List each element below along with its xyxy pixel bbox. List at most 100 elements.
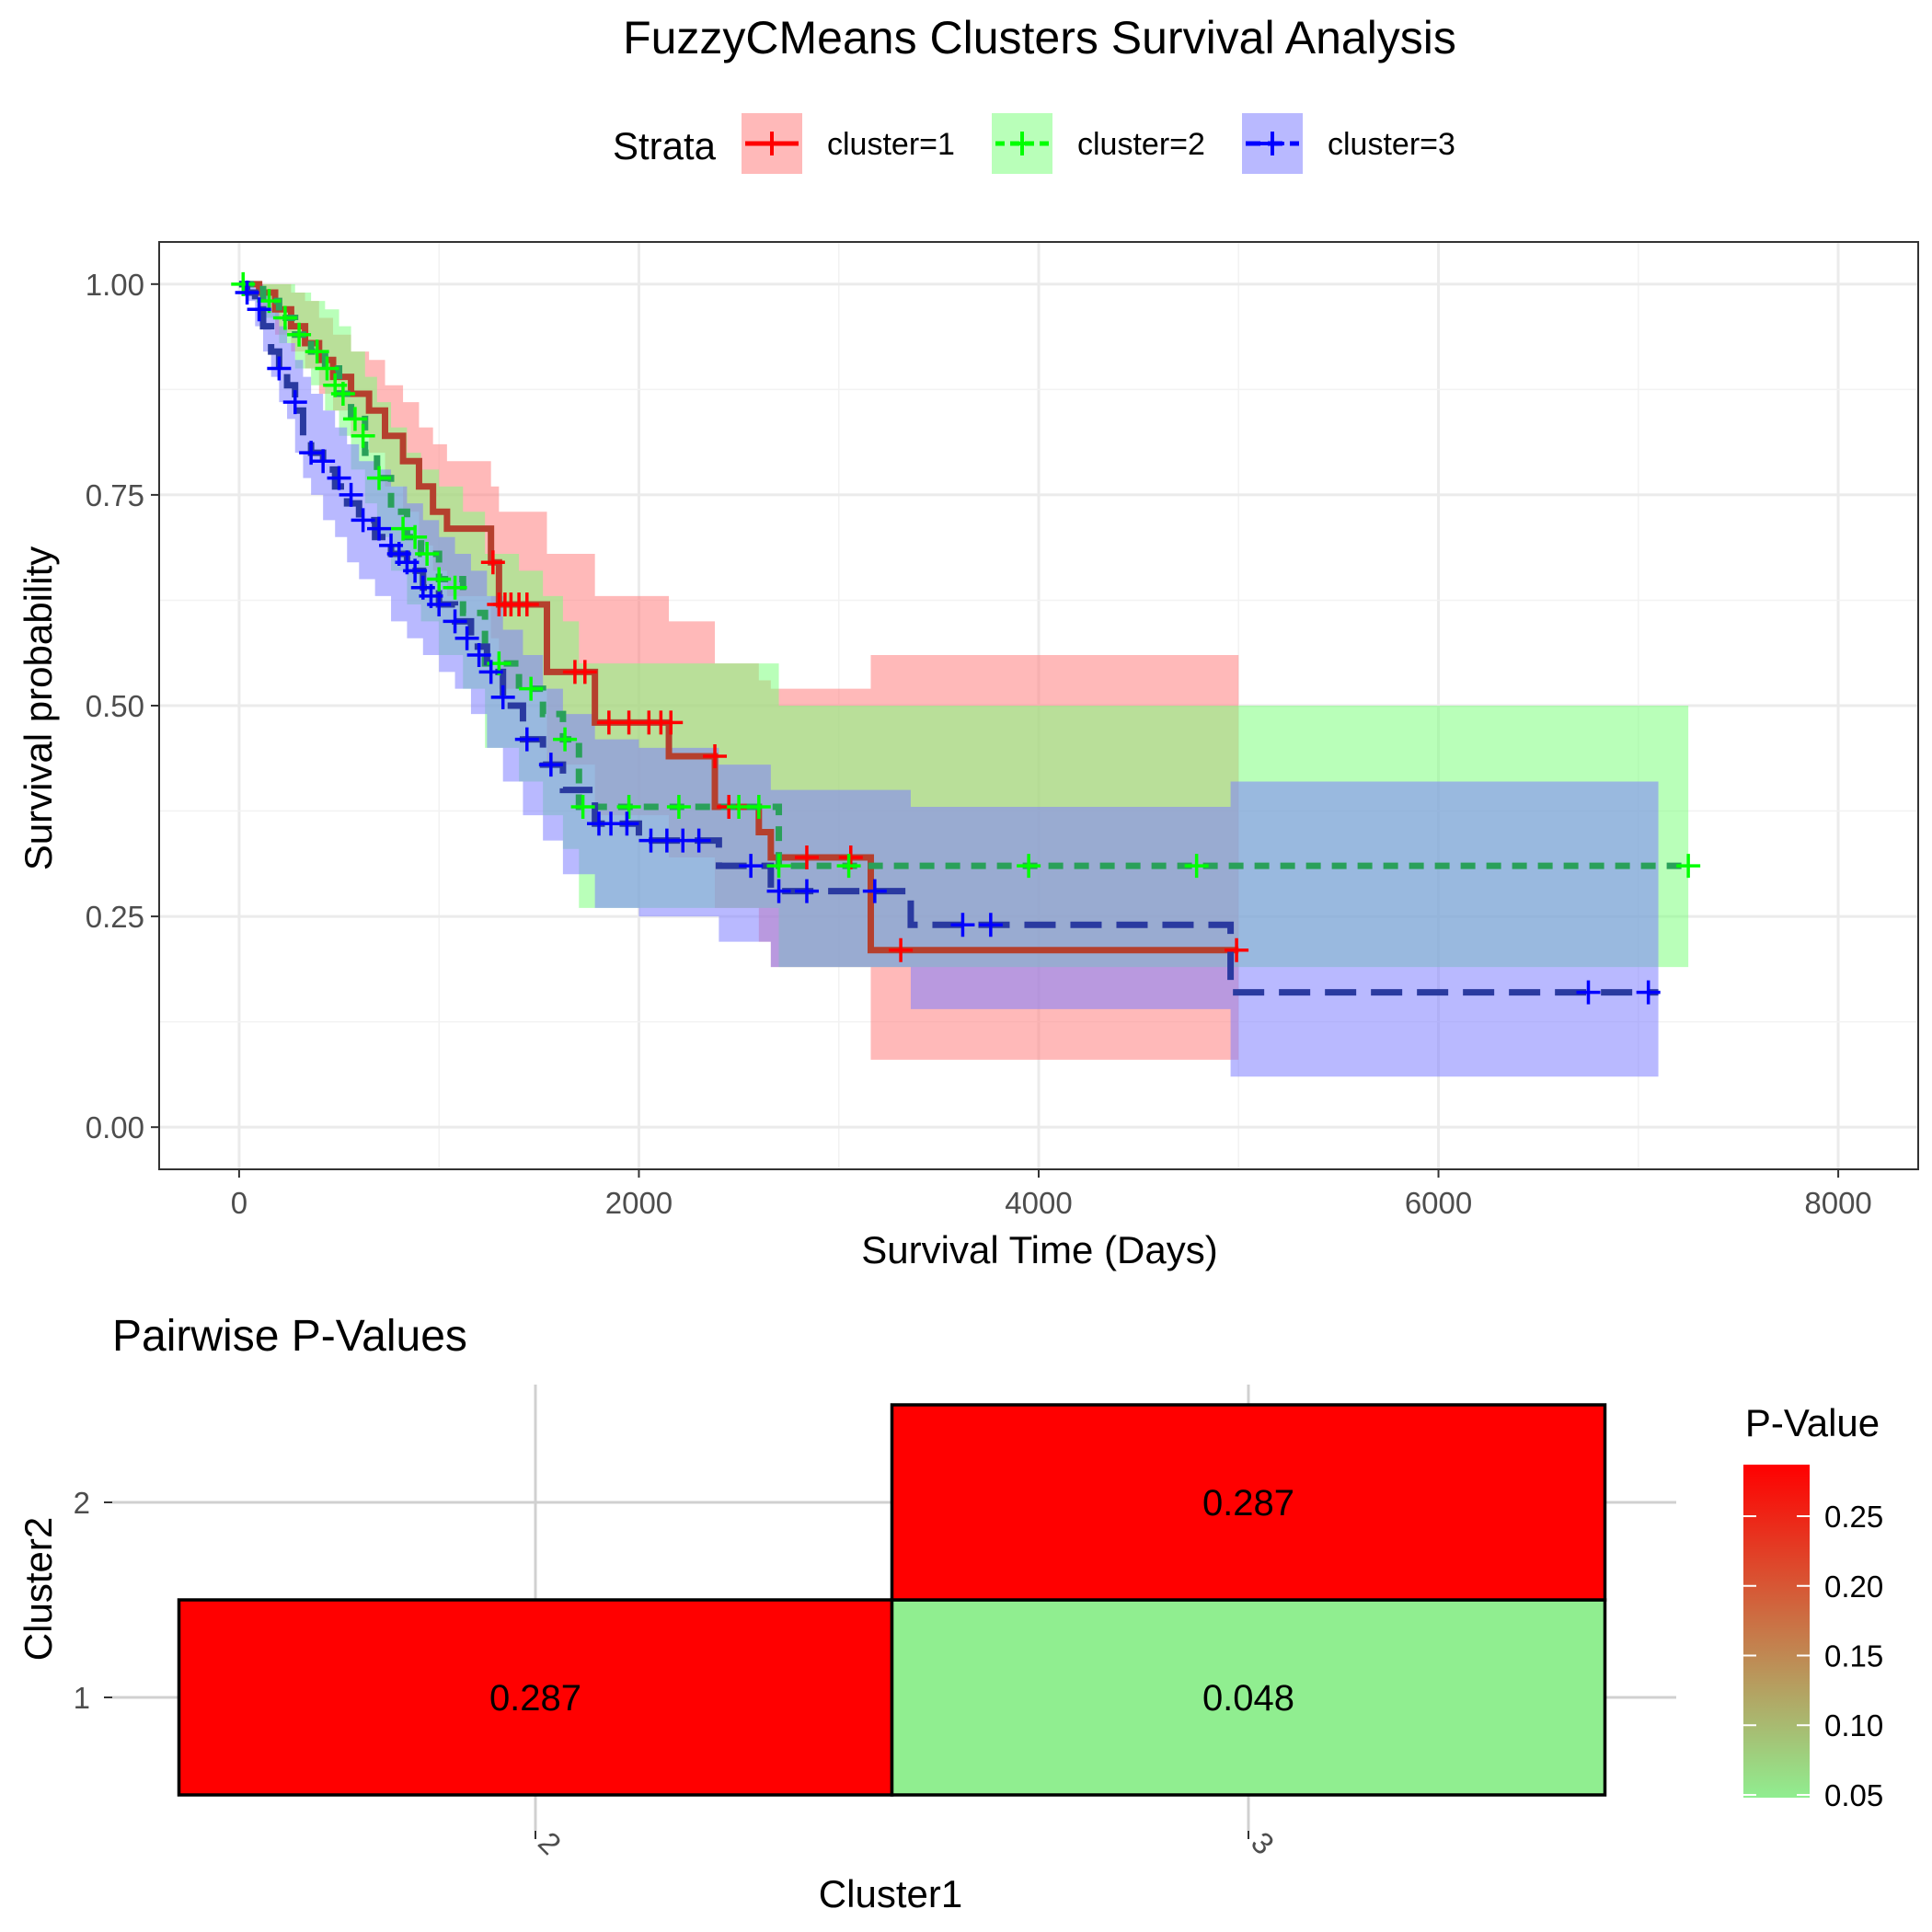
- legend-key-2: [992, 113, 1052, 174]
- km-censor-mark: [443, 609, 467, 634]
- km-title: FuzzyCMeans Clusters Survival Analysis: [623, 12, 1456, 63]
- km-censor-mark: [330, 381, 355, 406]
- heatmap-cells: 0.287 0.048 0.287: [177, 1403, 1607, 1797]
- km-censor-mark: [327, 466, 351, 490]
- km-confidence-bands: [238, 283, 1689, 1077]
- km-censor-mark: [1017, 854, 1041, 879]
- heatmap-y-axis-label: Cluster2: [17, 1517, 60, 1661]
- km-censor-mark: [235, 280, 259, 305]
- km-censor-mark: [391, 516, 416, 541]
- km-censor-mark: [553, 727, 578, 752]
- legend-cross: [760, 132, 784, 155]
- km-censor-mark: [739, 854, 764, 879]
- legend-label: cluster=3: [1328, 127, 1455, 162]
- km-legend: Strata cluster=1 cluster=2 cluster=3: [613, 113, 1455, 174]
- km-y-tick-label: 1.00: [86, 268, 144, 302]
- km-censor-mark: [403, 558, 428, 583]
- km-censor-mark: [287, 322, 312, 347]
- heatmap-cell: [177, 1598, 894, 1797]
- km-censor-mark: [466, 643, 491, 668]
- km-censor-mark: [403, 524, 428, 549]
- legend-cross: [1260, 132, 1284, 155]
- km-censor-mark: [367, 466, 391, 490]
- heatmap-cell-label: 0.287: [1202, 1483, 1294, 1524]
- km-y-tick-label: 0.00: [86, 1110, 144, 1144]
- km-censor-mark: [570, 794, 595, 819]
- km-plot-panel: [158, 241, 1919, 1170]
- km-censor-mark: [1676, 854, 1701, 879]
- km-y-tick-label: 0.75: [86, 478, 144, 512]
- km-censor-mark: [836, 854, 861, 879]
- km-censor-mark: [1184, 854, 1209, 879]
- km-censor-mark: [862, 879, 887, 903]
- km-censor-mark: [596, 710, 621, 735]
- heatmap-cell: [890, 1403, 1607, 1602]
- km-x-tick-label: 4000: [1005, 1186, 1072, 1220]
- km-x-tick-label: 8000: [1804, 1186, 1871, 1220]
- legend-title: Strata: [613, 124, 717, 167]
- heatmap-y-axis: 12: [74, 1486, 112, 1715]
- km-censor-mark: [978, 913, 1003, 937]
- heatmap-x-axis-label: Cluster1: [819, 1872, 962, 1915]
- km-censor-mark: [267, 356, 292, 381]
- km-censor-mark: [727, 794, 752, 819]
- heatmap-title: Pairwise P-Values: [112, 1312, 467, 1361]
- km-censor-mark: [659, 710, 684, 735]
- km-censor-mark: [311, 449, 336, 474]
- km-censor-mark: [272, 305, 297, 330]
- km-censor-mark: [342, 407, 367, 431]
- km-censor-mark: [478, 660, 503, 684]
- colorbar-tick-label: 0.05: [1824, 1778, 1883, 1812]
- heatmap-y-tick-label: 2: [74, 1486, 90, 1520]
- km-y-axis: 0.00 0.25 0.50 0.75 1.00: [86, 268, 159, 1144]
- km-censor-mark: [766, 879, 791, 903]
- km-y-axis-label: Survival probability: [17, 546, 60, 871]
- km-censor-mark: [889, 937, 914, 962]
- km-censor-mark: [1225, 937, 1249, 962]
- km-censor-mark: [1576, 980, 1601, 1005]
- km-censor-mark: [315, 356, 339, 381]
- km-censor-mark: [703, 743, 728, 768]
- legend-key-3: [1242, 113, 1303, 174]
- colorbar-tick-label: 0.20: [1824, 1570, 1883, 1604]
- heatmap-cell-label: 0.287: [489, 1678, 581, 1719]
- legend-label: cluster=2: [1077, 127, 1205, 162]
- heatmap-colorbar: P-Value 0.05 0.10 0.15 0.20 0.25: [1743, 1401, 1883, 1812]
- km-censor-mark: [490, 684, 515, 709]
- km-censor-mark: [305, 339, 329, 364]
- colorbar-tick-label: 0.25: [1824, 1500, 1883, 1534]
- km-censor-mark: [1636, 980, 1661, 1005]
- colorbar-title: P-Value: [1745, 1401, 1880, 1444]
- colorbar-gradient: [1743, 1465, 1810, 1798]
- km-censor-mark: [666, 794, 691, 819]
- km-x-tick-label: 6000: [1405, 1186, 1472, 1220]
- km-censor-mark: [339, 482, 363, 507]
- km-censor-mark: [766, 854, 791, 879]
- km-censor-mark: [519, 676, 544, 701]
- km-x-tick-label: 0: [231, 1186, 247, 1220]
- km-censor-marks: [231, 271, 1701, 1005]
- km-censor-mark: [367, 516, 391, 541]
- km-censor-mark: [794, 879, 819, 903]
- km-censor-mark: [686, 828, 711, 853]
- km-band-3: [238, 283, 1659, 1077]
- km-curve-2: [238, 281, 1689, 869]
- km-censor-mark: [480, 550, 505, 575]
- km-censor-mark: [514, 727, 539, 752]
- km-censor-mark: [247, 297, 271, 322]
- km-censor-mark: [794, 845, 819, 869]
- km-censor-mark: [299, 441, 324, 466]
- colorbar-tick-label: 0.10: [1824, 1708, 1883, 1742]
- km-censor-mark: [746, 794, 771, 819]
- km-censor-mark: [615, 811, 639, 836]
- km-censor-mark: [514, 592, 539, 617]
- legend-key-1: [742, 113, 802, 174]
- km-censor-mark: [454, 626, 479, 650]
- km-censor-mark: [351, 423, 375, 448]
- km-censor-mark: [415, 542, 440, 567]
- km-x-axis: 0 2000 4000 6000 8000: [231, 1169, 1872, 1220]
- km-censor-mark: [950, 913, 975, 937]
- km-censor-mark: [443, 575, 467, 600]
- km-censor-mark: [572, 660, 597, 684]
